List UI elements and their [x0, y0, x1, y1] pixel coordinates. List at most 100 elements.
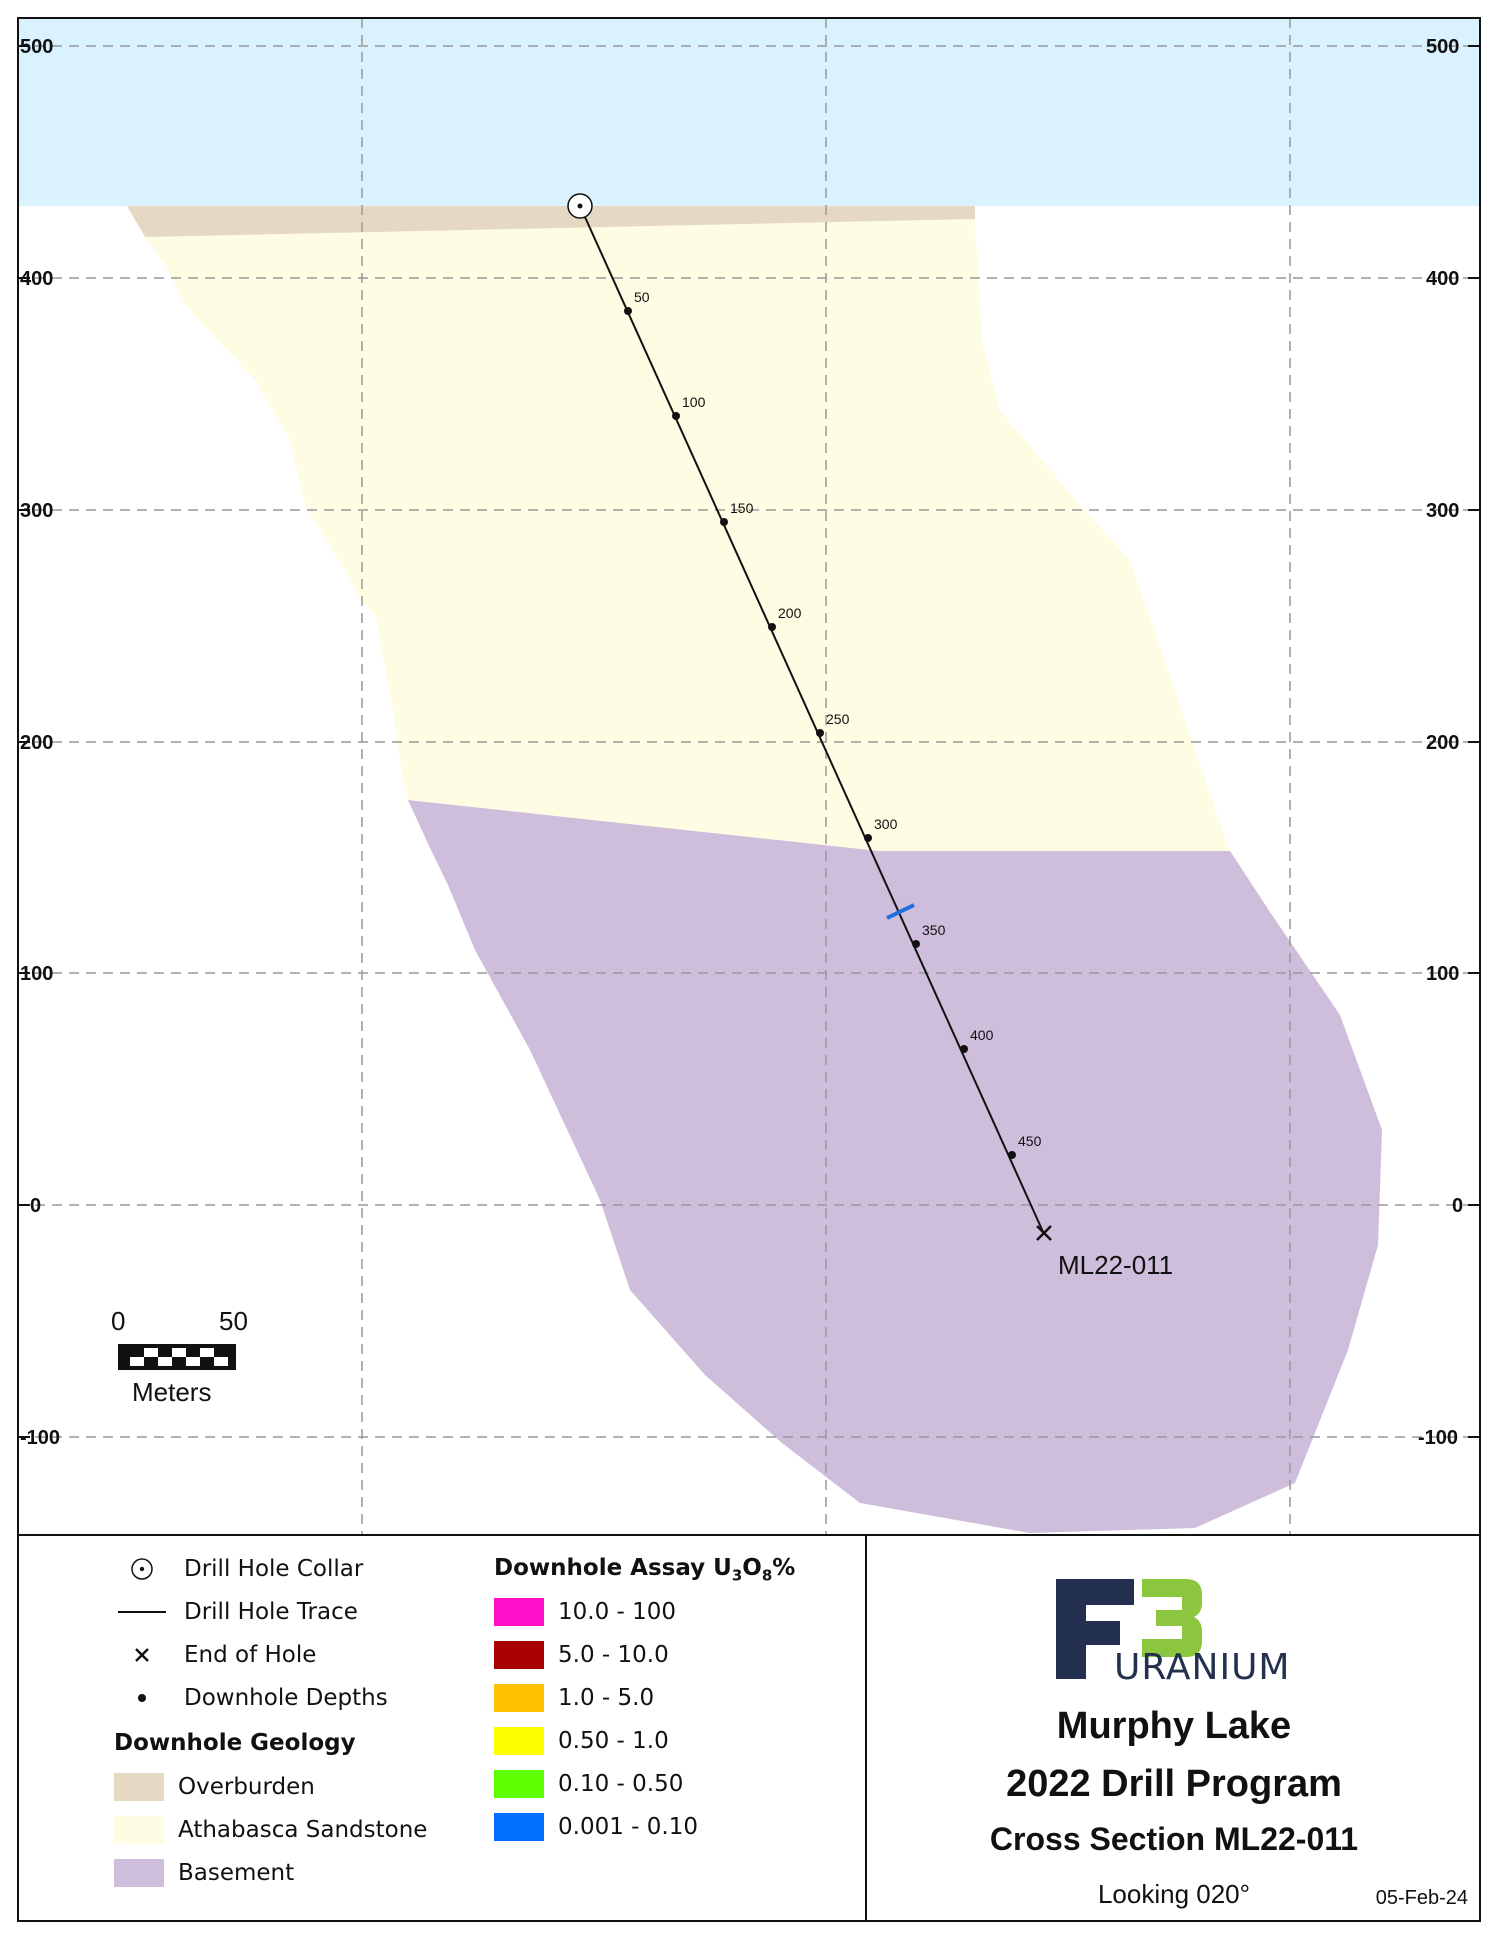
depth-label: 250 [826, 711, 850, 727]
drill-hole-name: ML22-011 [1058, 1250, 1173, 1280]
downhole-depths: 50 100 150 200 250 300 350 400 450 [624, 289, 1042, 1159]
scale-unit-label: Meters [132, 1377, 211, 1407]
tick-marks [18, 45, 1480, 1438]
basement-swatch [114, 1859, 164, 1887]
legend-label: Basement [178, 1860, 295, 1886]
depth-dot [1008, 1151, 1016, 1159]
depth-dot [816, 729, 824, 737]
sky-band [18, 18, 1480, 206]
y-label-right: 300 [1426, 500, 1459, 522]
depth-label: 200 [778, 605, 802, 621]
page-frame [17, 17, 1481, 1922]
legend-label: 0.50 - 1.0 [558, 1728, 669, 1754]
depth-label: 450 [1018, 1133, 1042, 1149]
basement-unit [408, 800, 1382, 1533]
looking-direction: Looking 020° [1097, 1879, 1251, 1909]
end-of-hole-icon [1036, 1225, 1052, 1241]
legend-label: Drill Hole Collar [184, 1556, 364, 1582]
depth-dot [960, 1045, 968, 1053]
scale-start-label: 0 [111, 1306, 125, 1336]
y-label-right: 100 [1426, 963, 1459, 985]
depth-dot [912, 940, 920, 948]
grid [18, 18, 1480, 1535]
legend-row-sandstone: Athabasca Sandstone [114, 1816, 427, 1844]
y-label-left: 100 [20, 963, 53, 985]
depth-label: 300 [874, 816, 898, 832]
y-label-left: 200 [20, 732, 53, 754]
legend-row-assay: 0.10 - 0.50 [494, 1770, 683, 1798]
assay-swatch [494, 1598, 544, 1626]
y-label-left: 400 [20, 268, 53, 290]
legend-row-assay: 10.0 - 100 [494, 1598, 676, 1626]
legend-label: Overburden [178, 1774, 315, 1800]
assay-swatch [494, 1770, 544, 1798]
legend-label: 0.10 - 0.50 [558, 1771, 684, 1797]
depth-dot [672, 412, 680, 420]
depth-label: 350 [922, 922, 946, 938]
legend-row-assay: 1.0 - 5.0 [494, 1684, 654, 1712]
section-title: Cross Section ML22-011 [989, 1821, 1359, 1857]
y-label-left: 0 [30, 1195, 41, 1217]
legend-row-collar: Drill Hole Collar [118, 1555, 363, 1583]
legend-label: Drill Hole Trace [184, 1599, 358, 1625]
legend-label: Athabasca Sandstone [178, 1817, 428, 1843]
legend-row-trace: Drill Hole Trace [118, 1598, 358, 1626]
scale-end-label: 50 [219, 1306, 248, 1336]
depth-label: 400 [970, 1027, 994, 1043]
x-mark-icon [118, 1641, 166, 1669]
y-label-left: 300 [20, 500, 53, 522]
y-axis-labels-right: 500 400 300 200 100 0 -100 [1418, 36, 1463, 1449]
assay-swatch [494, 1641, 544, 1669]
legend-row-end-of-hole: End of Hole [118, 1641, 316, 1669]
overburden-swatch [114, 1773, 164, 1801]
assay-swatch [494, 1727, 544, 1755]
legend-label: 5.0 - 10.0 [558, 1642, 669, 1668]
dot-icon [118, 1684, 166, 1712]
sandstone-swatch [114, 1816, 164, 1844]
assay-swatch [494, 1684, 544, 1712]
depth-dot [624, 307, 632, 315]
y-label-right: 0 [1452, 1195, 1463, 1217]
depth-label: 150 [730, 500, 754, 516]
depth-label: 50 [634, 289, 650, 305]
drill-hole-trace [579, 205, 1045, 1235]
legend-label: End of Hole [184, 1642, 317, 1668]
title-block: URANIUM Murphy Lake 2022 Drill Program C… [868, 1535, 1480, 1921]
map-date: 05-Feb-24 [1375, 1887, 1468, 1909]
y-axis-labels-left: 500 400 300 200 100 0 -100 [20, 36, 60, 1449]
geology-heading: Downhole Geology [114, 1730, 356, 1756]
legend-row-overburden: Overburden [114, 1773, 315, 1801]
y-label-right: -100 [1418, 1427, 1458, 1449]
f3-uranium-logo: URANIUM [1056, 1573, 1316, 1688]
depth-dot [720, 518, 728, 526]
assay-swatch [494, 1813, 544, 1841]
legend-label: 1.0 - 5.0 [558, 1685, 655, 1711]
trace-line-icon [118, 1598, 166, 1626]
y-label-right: 200 [1426, 732, 1459, 754]
legend-row-assay: 0.001 - 0.10 [494, 1813, 698, 1841]
legend-row-assay: 5.0 - 10.0 [494, 1641, 669, 1669]
drill-hole-collar-icon [567, 193, 593, 219]
legend-label: 10.0 - 100 [558, 1599, 677, 1625]
legend-label: 0.001 - 0.10 [558, 1814, 698, 1840]
collar-icon [118, 1555, 166, 1583]
y-label-right: 400 [1426, 268, 1459, 290]
legend-row-basement: Basement [114, 1859, 294, 1887]
legend-row-assay: 0.50 - 1.0 [494, 1727, 669, 1755]
f3-logo-icon [1056, 1579, 1202, 1679]
project-title: Murphy Lake [1056, 1705, 1292, 1747]
scale-bar: 0 50 Meters [111, 1306, 248, 1407]
legend-row-depths: Downhole Depths [118, 1684, 388, 1712]
logo-wordmark: URANIUM [1114, 1647, 1291, 1688]
y-label-left: -100 [20, 1427, 60, 1449]
legend-label: Downhole Depths [184, 1685, 388, 1711]
assay-intercept [886, 903, 915, 920]
assay-heading: Downhole Assay U3O8% [494, 1555, 796, 1585]
y-label-left: 500 [20, 36, 53, 58]
depth-dot [768, 623, 776, 631]
depth-label: 100 [682, 394, 706, 410]
overburden-unit [127, 206, 975, 237]
athabasca-sandstone-unit [145, 219, 1230, 851]
y-label-right: 500 [1426, 36, 1459, 58]
